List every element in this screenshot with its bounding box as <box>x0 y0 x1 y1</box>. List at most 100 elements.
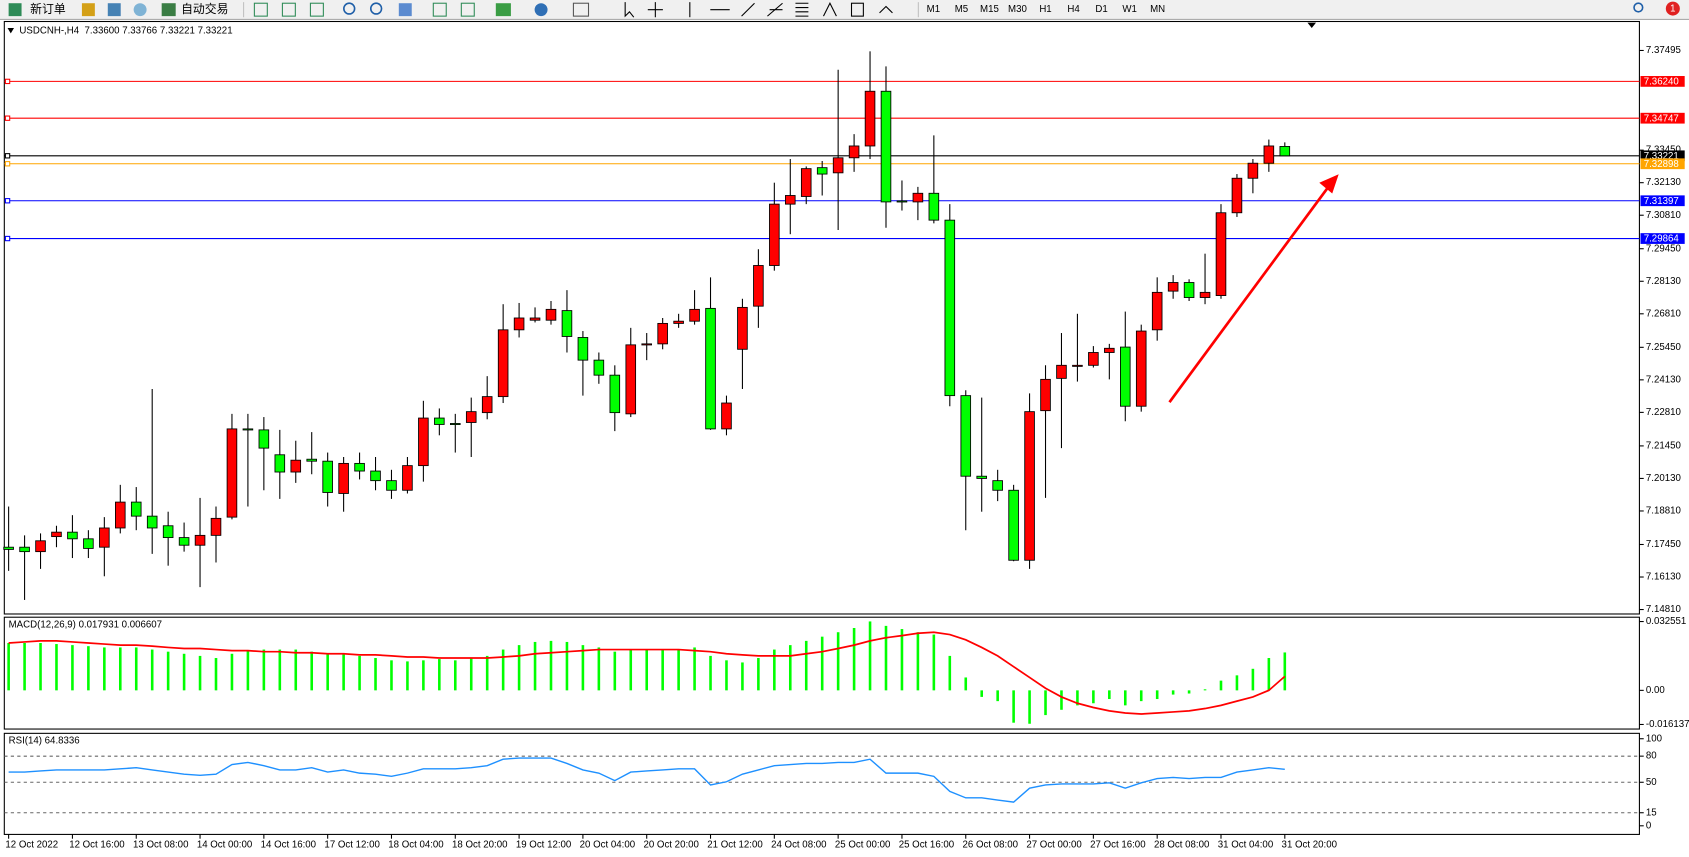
level-label: 7.34747 <box>1644 113 1679 124</box>
macd-bar <box>87 646 90 691</box>
icon[interactable] <box>495 3 511 17</box>
x-tick-label: 20 Oct 20:00 <box>643 840 698 851</box>
icon-zoom-in[interactable] <box>343 2 356 15</box>
macd-bar <box>677 649 680 691</box>
y-tick-label: 7.14810 <box>1646 604 1681 615</box>
icon[interactable] <box>534 3 548 17</box>
candle-body <box>561 310 573 337</box>
auto-trading-button[interactable]: 自动交易 <box>181 2 228 16</box>
y-tick-label: -0.016137 <box>1646 719 1689 730</box>
toolbar: 新订单 自动交易 1 M1 M5 M15 M30 H1 H4 D1 W1 MN <box>0 0 1689 20</box>
macd-bar <box>1267 658 1271 691</box>
icon[interactable] <box>460 2 475 17</box>
candle-body <box>242 428 254 431</box>
level-handle <box>4 153 11 159</box>
macd-bar <box>453 660 457 691</box>
icon-new-order[interactable] <box>8 3 22 17</box>
x-tick-label: 21 Oct 12:00 <box>707 840 762 851</box>
icon-text[interactable] <box>822 2 837 17</box>
candle-body <box>912 192 924 203</box>
timeframe-button[interactable]: M30 <box>1008 4 1027 15</box>
icon-cursor[interactable] <box>624 2 635 18</box>
candle-body <box>1167 282 1179 292</box>
notification-count[interactable]: 1 <box>1670 4 1675 15</box>
candle-body <box>338 462 349 494</box>
icon[interactable] <box>572 2 590 17</box>
x-tick-label: 26 Oct 08:00 <box>963 840 1018 851</box>
timeframe-button[interactable]: H1 <box>1039 4 1051 15</box>
y-tick-label: 7.18810 <box>1646 506 1681 517</box>
candle-body <box>1072 364 1083 367</box>
chart-shift-marker <box>1307 22 1317 28</box>
x-tick-label: 27 Oct 00:00 <box>1026 840 1081 851</box>
icon-zoom-out[interactable] <box>369 2 383 15</box>
macd-bar <box>661 649 664 691</box>
candle-body <box>785 195 796 205</box>
icon-crosshair[interactable] <box>647 2 663 18</box>
candle-body <box>832 157 844 174</box>
macd-bar <box>996 690 999 702</box>
timeframe-button[interactable]: M5 <box>955 4 968 15</box>
icon[interactable] <box>253 2 268 17</box>
candle-body <box>178 537 190 546</box>
macd-bar <box>709 655 712 691</box>
macd-bar <box>422 660 425 691</box>
candle-body <box>976 475 987 479</box>
level-handle <box>4 115 11 121</box>
candle-body <box>609 374 621 414</box>
candle-body <box>3 546 14 550</box>
candle-body <box>418 417 429 467</box>
macd-bar <box>326 653 329 691</box>
icon[interactable] <box>432 2 447 17</box>
candle-body <box>434 417 445 425</box>
new-order-button[interactable]: 新订单 <box>30 2 66 16</box>
timeframe-button[interactable]: M1 <box>927 4 940 15</box>
macd-bar <box>71 645 74 691</box>
icon-shapes[interactable] <box>879 5 893 14</box>
level-label-bg <box>1640 112 1685 124</box>
timeframe-button[interactable]: D1 <box>1095 4 1107 15</box>
macd-bar <box>836 632 840 691</box>
macd-bar <box>485 655 489 691</box>
macd-bar <box>757 658 760 691</box>
y-tick-label: 80 <box>1646 751 1657 762</box>
icon-auto-trading[interactable] <box>161 3 176 17</box>
candle-body <box>1088 352 1099 366</box>
panels <box>3 20 1640 835</box>
icon-trendline[interactable] <box>741 2 755 17</box>
candle-body <box>274 454 286 473</box>
y-tick-label: 0.00 <box>1646 685 1665 696</box>
candle-body <box>769 203 780 266</box>
icon[interactable] <box>81 3 95 17</box>
icon[interactable] <box>133 3 147 17</box>
timeframe-button[interactable]: H4 <box>1067 4 1080 15</box>
candle-body <box>657 322 668 345</box>
icon[interactable] <box>281 2 296 17</box>
icon-label[interactable] <box>850 2 864 17</box>
macd-bar <box>629 649 633 691</box>
macd-bar <box>55 644 58 691</box>
timeframe-button[interactable]: MN <box>1150 4 1165 15</box>
icon-search[interactable] <box>1633 2 1644 13</box>
level-label-bg <box>1640 150 1685 162</box>
macd-bar <box>182 653 186 691</box>
panel-title: RSI(14) 64.8336 <box>9 735 80 746</box>
candle-body <box>19 546 30 553</box>
macd-bar <box>103 647 106 691</box>
notification-badge[interactable] <box>1665 1 1680 16</box>
icon[interactable] <box>107 3 121 17</box>
x-tick-label: 12 Oct 16:00 <box>69 840 124 851</box>
x-tick-label: 31 Oct 04:00 <box>1218 840 1273 851</box>
timeframe-button[interactable]: W1 <box>1122 4 1137 15</box>
icon[interactable] <box>309 2 324 17</box>
icon[interactable] <box>398 3 412 17</box>
y-tick-label: 100 <box>1646 733 1662 744</box>
icon-fibo[interactable] <box>795 2 809 17</box>
candle-body <box>465 411 477 423</box>
icon-channel[interactable] <box>767 2 783 17</box>
macd-bar <box>438 659 441 691</box>
x-tick-label: 18 Oct 04:00 <box>388 840 443 851</box>
y-tick-label: 7.37495 <box>1646 45 1681 56</box>
timeframe-button[interactable]: M15 <box>980 4 999 15</box>
